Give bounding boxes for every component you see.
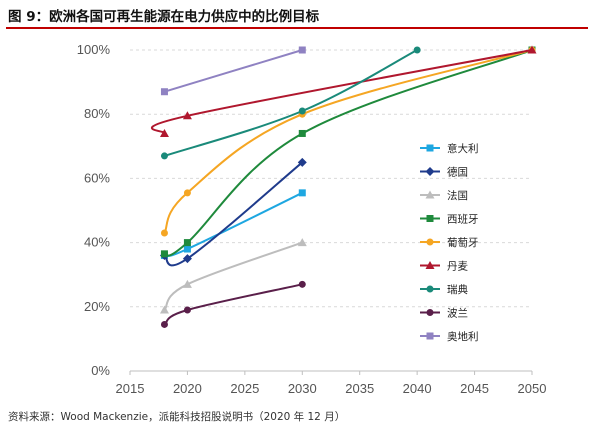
legend-label: 奥地利 (447, 330, 479, 343)
legend-label: 瑞典 (447, 283, 468, 296)
legend-marker (426, 215, 434, 222)
x-tick-label: 2050 (518, 381, 547, 396)
data-point (160, 88, 168, 96)
data-point (160, 229, 168, 237)
legend-label: 波兰 (447, 307, 468, 320)
legend-label: 葡萄牙 (447, 236, 479, 249)
data-point (183, 245, 191, 253)
data-point (182, 254, 192, 264)
data-point (298, 189, 306, 197)
data-point (183, 306, 191, 314)
data-point (160, 250, 168, 258)
x-tick-label: 2030 (288, 381, 317, 396)
data-point (159, 128, 169, 137)
data-point (298, 46, 306, 54)
data-point (298, 129, 306, 137)
series-line (164, 49, 303, 93)
legend-marker (426, 144, 434, 152)
legend-marker (426, 309, 434, 316)
legend-marker (425, 167, 435, 176)
series-line (163, 49, 533, 234)
series-line (163, 283, 303, 326)
data-point (297, 238, 307, 247)
legend-label: 西班牙 (447, 214, 479, 226)
data-point (182, 279, 192, 288)
x-tick-label: 2020 (173, 381, 202, 396)
data-point (527, 45, 537, 54)
series-line (164, 49, 533, 257)
legend-marker (426, 238, 434, 246)
x-tick-label: 2025 (230, 381, 259, 396)
data-point (159, 305, 169, 314)
data-point (182, 111, 192, 120)
legend-marker (425, 261, 435, 269)
y-tick-label: 40% (84, 235, 110, 250)
figure-title: 图 9：欧洲各国可再生能源在电力供应中的比例目标 (8, 9, 320, 25)
data-point (160, 152, 168, 160)
legend-label: 德国 (447, 166, 468, 179)
x-tick-label: 2015 (116, 381, 145, 396)
y-tick-label: 0% (91, 363, 110, 378)
data-point (298, 280, 306, 288)
x-tick-label: 2035 (345, 381, 374, 396)
legend-label: 法国 (447, 189, 468, 202)
y-tick-label: 20% (84, 299, 110, 314)
series-line (151, 49, 533, 135)
legend-label: 意大利 (447, 142, 479, 155)
y-tick-label: 100% (77, 42, 111, 57)
y-tick-label: 60% (84, 170, 110, 185)
data-point (160, 320, 168, 328)
series-line (163, 241, 303, 311)
data-point (298, 107, 306, 115)
legend-marker (425, 190, 435, 199)
y-tick-label: 80% (84, 106, 110, 121)
legend-marker (426, 285, 434, 293)
data-point (297, 157, 307, 167)
data-point (183, 239, 191, 247)
x-tick-label: 2045 (460, 381, 489, 396)
series-line (163, 161, 303, 267)
legend-label: 丹麦 (447, 261, 468, 273)
title-divider (6, 27, 588, 29)
x-tick-label: 2040 (403, 381, 432, 396)
legend-marker (426, 332, 434, 340)
data-point (413, 46, 421, 54)
source-note: 资料来源：Wood Mackenzie，派能科技招股说明书（2020 年 12 … (8, 411, 346, 423)
data-point (183, 189, 191, 197)
